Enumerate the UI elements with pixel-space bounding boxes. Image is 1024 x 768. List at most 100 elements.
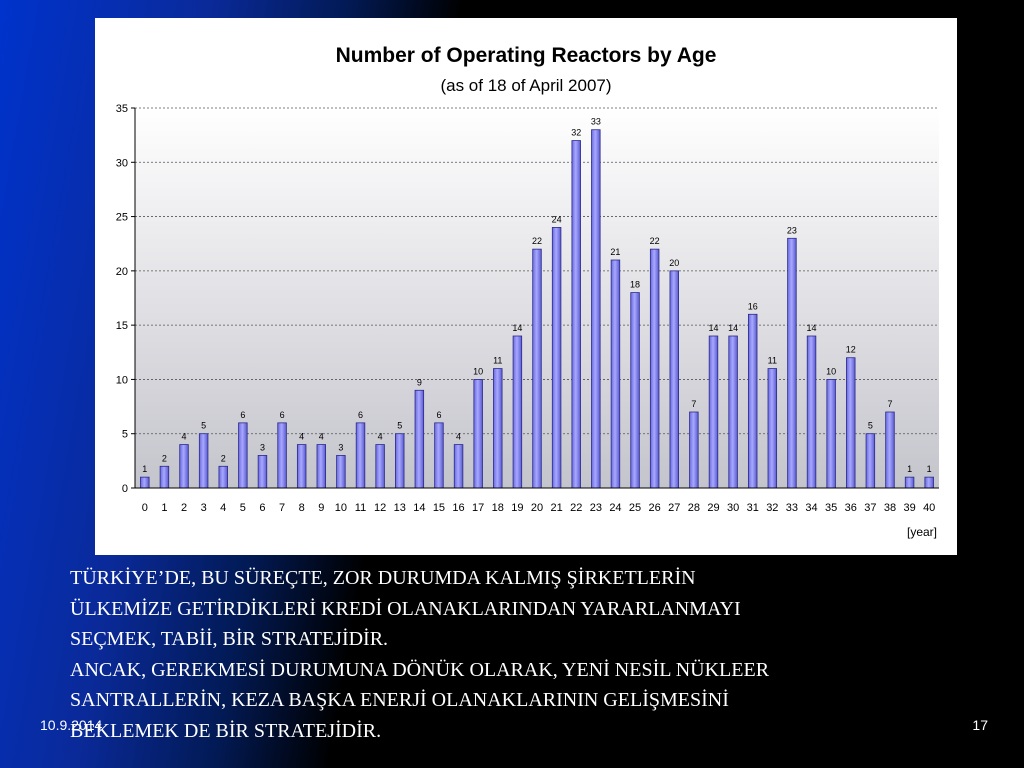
bar (630, 292, 640, 489)
x-tick-label: 32 (766, 502, 778, 514)
data-label: 6 (240, 410, 245, 420)
x-tick-label: 35 (825, 502, 837, 514)
x-tick-label: 27 (668, 502, 680, 514)
bar (238, 422, 248, 489)
data-label: 5 (397, 421, 402, 431)
x-tick-label: 23 (590, 502, 602, 514)
bar (395, 433, 405, 489)
data-label: 2 (162, 453, 167, 463)
bar (885, 411, 895, 489)
data-label: 1 (142, 464, 147, 474)
bar (179, 444, 189, 489)
x-tick-label: 22 (570, 502, 582, 514)
bar (571, 140, 581, 489)
bar (689, 411, 699, 489)
x-tick-label: 2 (181, 502, 187, 514)
x-tick-label: 40 (923, 502, 935, 514)
bar (924, 476, 934, 489)
x-tick-label: 39 (903, 502, 915, 514)
bar (728, 335, 738, 489)
chart-title: Number of Operating Reactors by Age (336, 44, 717, 67)
body-line: BEKLEMEK DE BİR STRATEJİDİR. (70, 719, 382, 742)
body-line: ÜLKEMİZE GETİRDİKLERİ KREDİ OLANAKLARIND… (70, 597, 741, 620)
data-label: 7 (887, 399, 892, 409)
bar (198, 433, 209, 489)
data-label: 4 (182, 432, 187, 442)
y-tick-label: 25 (116, 212, 128, 224)
data-label: 20 (669, 258, 679, 268)
bar (591, 129, 601, 489)
x-tick-label: 36 (845, 502, 857, 514)
bar (296, 444, 307, 489)
data-label: 18 (630, 280, 640, 290)
bar (159, 465, 170, 489)
bar (708, 335, 719, 489)
page-number: 17 (972, 717, 988, 733)
y-tick-label: 10 (116, 374, 128, 386)
x-tick-label: 10 (335, 502, 347, 514)
x-tick-label: 8 (299, 502, 305, 514)
data-label: 24 (552, 214, 562, 224)
body-paragraph: TÜRKİYE’DE, BU SÜREÇTE, ZOR DURUMDA KALM… (70, 563, 1000, 655)
body-line: SEÇMEK, TABİİ, BİR STRATEJİDİR. (70, 628, 389, 650)
x-tick-label: 3 (201, 502, 207, 514)
data-label: 6 (358, 410, 363, 420)
body-line: TÜRKİYE’DE, BU SÜREÇTE, ZOR DURUMDA KALM… (70, 567, 696, 589)
data-label: 1 (907, 464, 912, 474)
y-tick-label: 35 (116, 103, 128, 115)
bar (669, 270, 679, 489)
x-tick-label: 1 (161, 502, 167, 514)
chart-panel: Number of Operating Reactors by Age (as … (95, 18, 957, 555)
data-label: 14 (512, 323, 522, 333)
x-tick-label: 12 (374, 502, 386, 514)
data-label: 23 (787, 225, 797, 235)
y-tick-label: 0 (122, 483, 128, 495)
bar (551, 227, 562, 489)
bar-chart: Number of Operating Reactors by Age (as … (116, 44, 939, 539)
data-label: 4 (319, 432, 324, 442)
bar (434, 422, 444, 489)
bar (218, 465, 228, 489)
x-tick-label: 4 (220, 502, 226, 514)
y-tick-label: 30 (116, 157, 128, 169)
x-tick-label: 19 (511, 502, 523, 514)
data-label: 10 (826, 366, 836, 376)
bar (806, 335, 817, 489)
y-tick-label: 5 (122, 429, 128, 441)
data-label: 11 (768, 356, 777, 366)
bar (649, 248, 660, 489)
data-label: 11 (493, 356, 502, 366)
x-tick-label: 5 (240, 502, 246, 514)
bar (355, 422, 366, 489)
body-paragraph: ANCAK, GEREKMESİ DURUMUNA DÖNÜK OLARAK, … (70, 655, 1000, 747)
x-tick-label: 37 (864, 502, 876, 514)
x-axis: 0 1 2 3 4 5 6 7 8 9 10 11 12 13 14 15 16 17 18 19 20 21 22 23 24… (142, 502, 936, 514)
data-label: 16 (748, 301, 758, 311)
data-label: 5 (201, 421, 206, 431)
x-tick-label: 18 (492, 502, 504, 514)
data-label: 32 (571, 128, 581, 138)
data-label: 10 (473, 366, 483, 376)
data-label: 22 (650, 236, 660, 246)
bar (846, 357, 856, 489)
footer-date: 10.9.2014 (40, 717, 103, 733)
data-label: 4 (378, 432, 383, 442)
x-tick-label: 20 (531, 502, 543, 514)
bar (493, 368, 503, 489)
data-label: 4 (299, 432, 304, 442)
bar (336, 455, 346, 489)
bar (453, 444, 464, 489)
data-label: 5 (868, 421, 873, 431)
data-label: 22 (532, 236, 542, 246)
bar (140, 476, 150, 489)
bar (512, 335, 523, 489)
data-label: 14 (708, 323, 718, 333)
x-tick-label: 0 (142, 502, 148, 514)
bar (532, 248, 542, 489)
bar (257, 455, 268, 489)
bar (826, 379, 836, 489)
data-label: 7 (691, 399, 696, 409)
bar (865, 433, 876, 489)
x-tick-label: 29 (707, 502, 719, 514)
